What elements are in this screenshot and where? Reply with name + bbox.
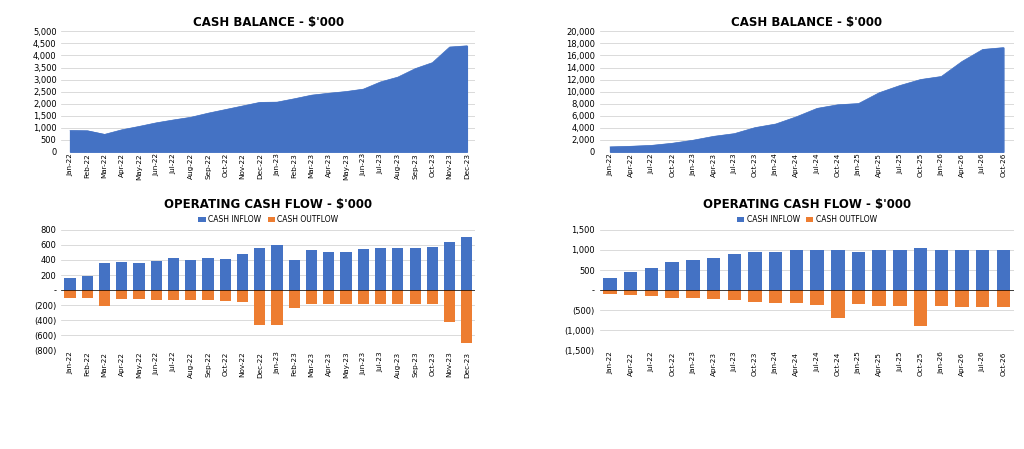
Bar [99,263,111,290]
Bar [116,261,127,290]
Bar [707,290,720,299]
Bar [976,290,989,307]
Bar [935,290,948,306]
Bar [357,249,369,290]
Bar [375,248,386,290]
Bar [254,247,265,290]
Bar [427,247,438,290]
Title: OPERATING CASH FLOW - $'000: OPERATING CASH FLOW - $'000 [165,198,373,211]
Legend: CASH INFLOW, CASH OUTFLOW: CASH INFLOW, CASH OUTFLOW [196,212,342,227]
Bar [289,290,300,308]
Bar [375,290,386,304]
Bar [271,245,283,290]
Bar [203,259,214,290]
Bar [357,290,369,304]
Bar [444,290,456,322]
Bar [461,290,472,343]
Bar [913,290,928,326]
Bar [306,250,317,290]
Bar [410,248,421,290]
Bar [271,290,283,326]
Bar [324,252,335,290]
Bar [168,290,179,300]
Bar [341,290,351,304]
Bar [852,290,865,304]
Bar [306,290,317,304]
Bar [872,290,886,306]
Bar [220,259,231,290]
Bar [82,276,93,290]
Bar [133,263,144,290]
Bar [65,290,76,298]
Bar [461,237,472,290]
Bar [769,252,782,290]
Bar [185,290,197,300]
Bar [790,250,803,290]
Bar [624,272,638,290]
Bar [955,250,969,290]
Bar [831,250,845,290]
Bar [116,290,127,299]
Bar [749,252,762,290]
Bar [976,250,989,290]
Bar [410,290,421,304]
Bar [831,290,845,318]
Bar [707,258,720,290]
Bar [645,290,658,296]
Bar [996,250,1010,290]
Bar [444,242,456,290]
Bar [893,290,906,306]
Bar [151,261,162,290]
Legend: CASH INFLOW, CASH OUTFLOW: CASH INFLOW, CASH OUTFLOW [733,212,880,227]
Bar [203,290,214,300]
Bar [686,260,699,290]
Bar [913,248,928,290]
Bar [810,290,824,305]
Bar [185,260,197,290]
Bar [603,278,616,290]
Bar [666,290,679,298]
Title: CASH BALANCE - $'000: CASH BALANCE - $'000 [731,16,883,29]
Title: CASH BALANCE - $'000: CASH BALANCE - $'000 [193,16,344,29]
Bar [872,250,886,290]
Bar [151,290,162,300]
Bar [237,254,248,290]
Bar [852,252,865,290]
Title: OPERATING CASH FLOW - $'000: OPERATING CASH FLOW - $'000 [702,198,910,211]
Bar [65,278,76,290]
Bar [133,290,144,299]
Bar [810,250,824,290]
Bar [237,290,248,302]
Bar [427,290,438,304]
Bar [686,290,699,298]
Bar [749,290,762,302]
Bar [603,290,616,294]
Bar [769,290,782,303]
Bar [645,268,658,290]
Bar [99,290,111,306]
Bar [341,252,351,290]
Bar [392,247,403,290]
Bar [893,250,906,290]
Bar [168,258,179,290]
Bar [289,260,300,290]
Bar [727,290,741,300]
Bar [392,290,403,304]
Bar [254,290,265,326]
Bar [624,290,638,295]
Bar [220,290,231,300]
Bar [790,290,803,304]
Bar [955,290,969,307]
Bar [727,254,741,290]
Bar [666,262,679,290]
Bar [996,290,1010,307]
Bar [82,290,93,298]
Bar [935,250,948,290]
Bar [324,290,335,304]
